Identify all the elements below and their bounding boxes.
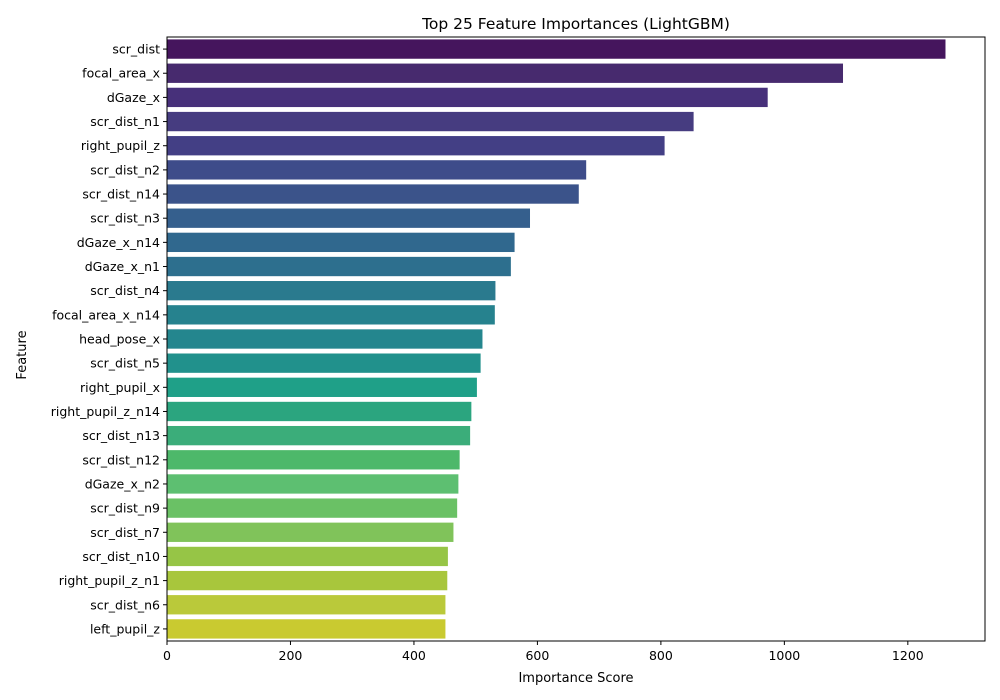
x-tick-label: 800 xyxy=(649,648,673,663)
x-tick-label: 1200 xyxy=(892,648,924,663)
y-tick-label: head_pose_x xyxy=(79,332,160,347)
y-tick-label: scr_dist_n12 xyxy=(82,452,160,467)
bar-dgaze-x-n14 xyxy=(167,232,515,253)
y-tick-label: scr_dist_n14 xyxy=(82,187,160,202)
bar-dgaze-x-n1 xyxy=(167,256,511,277)
x-tick-label: 200 xyxy=(279,648,303,663)
bar-scr-dist-n7 xyxy=(167,522,454,542)
y-tick-label: scr_dist_n1 xyxy=(90,114,160,129)
x-axis-title: Importance Score xyxy=(518,671,633,686)
bar-scr-dist-n4 xyxy=(167,281,496,301)
y-tick-label: scr_dist_n9 xyxy=(90,501,160,516)
bar-scr-dist-n3 xyxy=(167,208,531,228)
y-tick-label: scr_dist xyxy=(112,42,160,57)
y-tick-label: scr_dist_n6 xyxy=(90,597,160,612)
bars-layer xyxy=(167,39,946,639)
x-tick-label: 0 xyxy=(163,648,171,663)
y-tick-label: scr_dist_n5 xyxy=(90,356,160,371)
bar-scr-dist-n2 xyxy=(167,160,587,180)
y-tick-label: scr_dist_n10 xyxy=(82,549,160,564)
y-tick-label: dGaze_x xyxy=(107,90,160,105)
y-tick-label: right_pupil_x xyxy=(80,380,160,395)
y-tick-label: left_pupil_z xyxy=(90,621,160,636)
y-tick-label: focal_area_x_n14 xyxy=(52,307,160,322)
y-tick-label: scr_dist_n4 xyxy=(90,283,160,298)
bar-scr-dist-n9 xyxy=(167,498,458,518)
y-tick-label: right_pupil_z_n14 xyxy=(51,404,160,419)
bar-head-pose-x xyxy=(167,329,483,349)
bar-scr-dist-n1 xyxy=(167,111,694,132)
y-tick-label: dGaze_x_n14 xyxy=(77,235,160,250)
y-tick-label: scr_dist_n7 xyxy=(90,525,160,540)
x-tick-label: 1000 xyxy=(768,648,800,663)
axes-spine-box xyxy=(166,36,986,642)
y-tick-label: right_pupil_z xyxy=(81,138,161,153)
x-tick-label: 600 xyxy=(525,648,549,663)
bar-scr-dist-n12 xyxy=(167,450,460,470)
chart-title: Top 25 Feature Importances (LightGBM) xyxy=(421,15,730,33)
y-tick-label: scr_dist_n3 xyxy=(90,211,160,226)
bar-scr-dist-n5 xyxy=(167,353,481,373)
bar-right-pupil-z-n14 xyxy=(167,401,472,422)
bar-focal-area-x xyxy=(167,63,844,83)
y-tick-layer: scr_dist focal_area_x dGaze_x scr_dist_n1ri… xyxy=(51,42,167,636)
y-tick-label: scr_dist_n2 xyxy=(90,162,160,177)
bar-dgaze-x xyxy=(167,87,768,108)
x-tick-label: 400 xyxy=(402,648,426,663)
bar-right-pupil-x xyxy=(167,377,477,397)
bar-scr-dist-n13 xyxy=(167,425,471,446)
bar-scr-dist-n6 xyxy=(167,595,446,615)
plot-frame xyxy=(166,36,986,642)
y-axis-title: Feature xyxy=(15,330,30,379)
bar-dgaze-x-n2 xyxy=(167,474,459,494)
bar-right-pupil-z-n1 xyxy=(167,570,448,591)
bar-left-pupil-z xyxy=(167,619,446,639)
y-tick-label: scr_dist_n13 xyxy=(82,428,160,443)
bar-focal-area-x-n14 xyxy=(167,305,495,325)
y-tick-label: dGaze_x_n2 xyxy=(85,476,160,491)
y-tick-label: focal_area_x xyxy=(82,66,160,81)
bar-scr-dist-n14 xyxy=(167,184,579,204)
bar-right-pupil-z xyxy=(167,136,665,156)
y-tick-label: dGaze_x_n1 xyxy=(85,259,160,274)
bar-scr-dist-n10 xyxy=(167,546,448,567)
x-tick-layer: 0 200 400 600 800 1000 1200 xyxy=(163,641,924,663)
bar-scr-dist xyxy=(167,39,946,59)
y-tick-label: right_pupil_z_n1 xyxy=(59,573,160,588)
